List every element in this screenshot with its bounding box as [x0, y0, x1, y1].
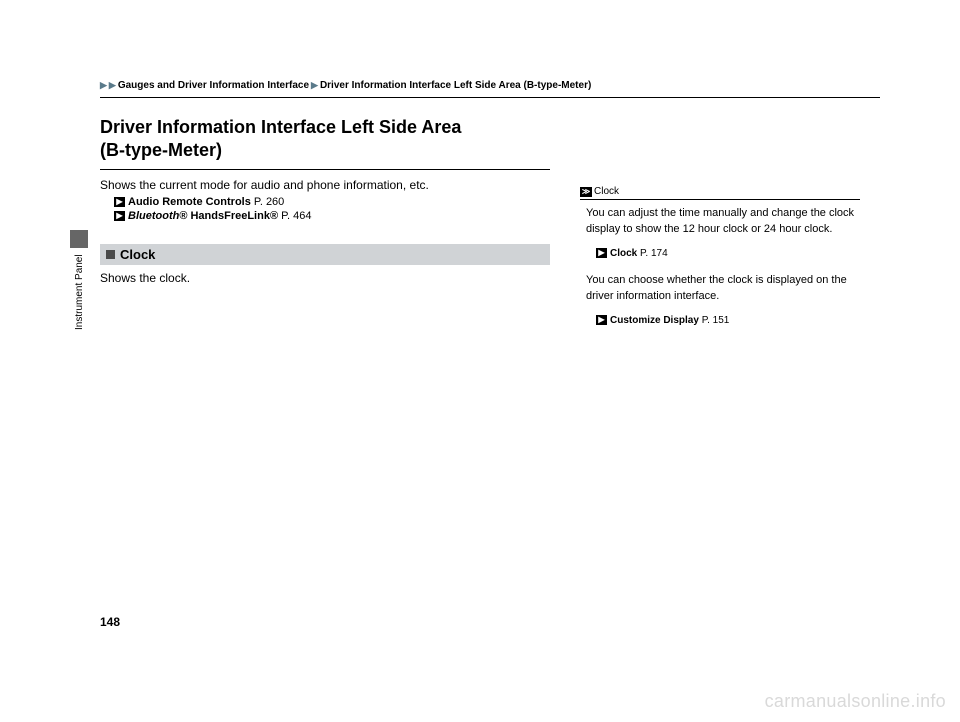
page-title: Driver Information Interface Left Side A… — [100, 116, 550, 170]
side-tab-marker — [70, 230, 88, 248]
square-bullet-icon — [106, 250, 115, 259]
page-number: 148 — [100, 615, 120, 629]
section-heading-bar: Clock — [100, 244, 550, 265]
ref-page: P. 151 — [702, 315, 730, 326]
ref-suffix: ® HandsFreeLink® — [179, 210, 278, 222]
cross-reference: ▶Audio Remote Controls P. 260 — [114, 196, 550, 208]
watermark: carmanualsonline.info — [765, 691, 946, 712]
cross-reference: ▶Clock P. 174 — [580, 248, 860, 259]
reference-icon: ▶ — [114, 211, 125, 221]
breadcrumb-level2: Driver Information Interface Left Side A… — [320, 80, 591, 91]
ref-label: Audio Remote Controls — [128, 196, 251, 208]
reference-icon: ▶ — [596, 248, 607, 258]
reference-icon: ▶ — [596, 315, 607, 325]
ref-page: P. 464 — [281, 210, 311, 222]
title-line2: (B-type-Meter) — [100, 140, 222, 160]
breadcrumb: ▶▶Gauges and Driver Information Interfac… — [100, 80, 880, 98]
cross-reference: ▶Customize Display P. 151 — [580, 315, 860, 326]
left-column: Driver Information Interface Left Side A… — [100, 116, 550, 340]
breadcrumb-level1: Gauges and Driver Information Interface — [118, 80, 309, 91]
chevron-icon: ▶ — [311, 80, 318, 90]
ref-label: Clock — [610, 248, 637, 259]
ref-page: P. 174 — [640, 248, 668, 259]
reference-icon: ▶ — [114, 197, 125, 207]
side-tab-label: Instrument Panel — [74, 254, 85, 330]
content-columns: Driver Information Interface Left Side A… — [100, 116, 880, 340]
sidebar-heading: ≫Clock — [580, 186, 860, 200]
title-line1: Driver Information Interface Left Side A… — [100, 117, 461, 137]
section-body: Shows the clock. — [100, 271, 550, 285]
chevron-icon: ▶ — [109, 80, 116, 90]
info-icon: ≫ — [580, 187, 592, 197]
ref-label: Customize Display — [610, 315, 699, 326]
chevron-icon: ▶ — [100, 80, 107, 90]
ref-label: Bluetooth — [128, 210, 179, 222]
cross-reference: ▶Bluetooth® HandsFreeLink® P. 464 — [114, 210, 550, 222]
sidebar-heading-text: Clock — [594, 186, 619, 197]
intro-text: Shows the current mode for audio and pho… — [100, 178, 550, 192]
section-heading: Clock — [120, 247, 155, 262]
right-column: ≫Clock You can adjust the time manually … — [580, 116, 860, 340]
page-content: ▶▶Gauges and Driver Information Interfac… — [100, 80, 880, 340]
sidebar-body: You can choose whether the clock is disp… — [580, 273, 860, 305]
sidebar-body: You can adjust the time manually and cha… — [580, 206, 860, 238]
ref-page: P. 260 — [254, 196, 284, 208]
